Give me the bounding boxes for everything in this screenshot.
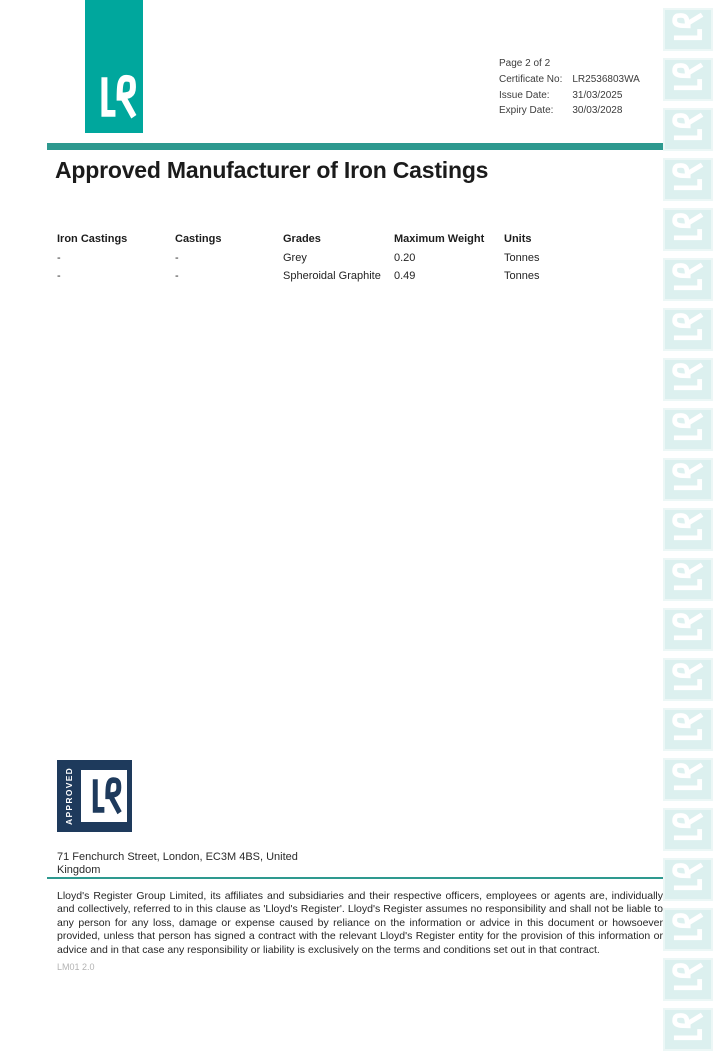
certificate-meta: Page 2 of 2 Certificate No: LR2536803WA …	[499, 58, 640, 117]
watermark-tile	[663, 558, 713, 601]
watermark-tile	[663, 58, 713, 101]
watermark-lr-icon	[670, 262, 707, 298]
watermark-tile	[663, 1008, 713, 1051]
watermark-lr-icon	[670, 712, 707, 748]
expiry-date-value: 30/03/2028	[572, 105, 623, 116]
expiry-date-label: Expiry Date:	[499, 105, 554, 116]
certificate-page: Page 2 of 2 Certificate No: LR2536803WA …	[47, 0, 713, 1051]
watermark-tile	[663, 308, 713, 351]
certificate-no-label: Certificate No:	[499, 74, 563, 85]
watermark-lr-icon	[670, 512, 707, 548]
approved-stamp-logo-box	[81, 770, 127, 822]
office-address: 71 Fenchurch Street, London, EC3M 4BS, U…	[57, 851, 298, 877]
watermark-tile	[663, 508, 713, 551]
table-cell: 0.20	[394, 251, 416, 264]
lr-logo-icon	[92, 71, 138, 123]
table-cell: -	[57, 270, 61, 282]
watermark-tile	[663, 258, 713, 301]
document-code: LM01 2.0	[57, 962, 95, 972]
watermark-lr-icon	[670, 862, 707, 898]
watermark-strip	[663, 8, 713, 1051]
lr-stamp-icon	[85, 774, 123, 818]
watermark-lr-icon	[670, 1012, 707, 1048]
watermark-tile	[663, 358, 713, 401]
table-row: - - Grey 0.20 Tonnes	[57, 252, 617, 265]
watermark-tile	[663, 208, 713, 251]
table-cell: Spheroidal Graphite	[283, 270, 381, 282]
watermark-lr-icon	[670, 312, 707, 348]
watermark-tile	[663, 908, 713, 951]
watermark-lr-icon	[670, 812, 707, 848]
watermark-lr-icon	[670, 162, 707, 198]
watermark-lr-icon	[670, 662, 707, 698]
watermark-tile	[663, 758, 713, 801]
watermark-tile	[663, 158, 713, 201]
address-line: Kingdom	[57, 864, 101, 876]
disclaimer-text: Lloyd's Register Group Limited, its affi…	[57, 890, 663, 956]
watermark-tile	[663, 858, 713, 901]
table-cell: 0.49	[394, 270, 416, 282]
column-header-maximum-weight: Maximum Weight	[394, 233, 485, 245]
castings-table: Iron Castings Castings Grades Maximum We…	[57, 233, 617, 289]
lr-logo	[85, 0, 143, 133]
watermark-lr-icon	[670, 62, 707, 98]
watermark-tile	[663, 808, 713, 851]
certificate-no-value: LR2536803WA	[572, 74, 640, 85]
table-cell: -	[175, 251, 179, 264]
table-cell: Tonnes	[504, 270, 540, 282]
watermark-lr-icon	[670, 762, 707, 798]
watermark-tile	[663, 708, 713, 751]
table-row: - - Spheroidal Graphite 0.49 Tonnes	[57, 270, 617, 283]
table-header-row: Iron Castings Castings Grades Maximum We…	[57, 233, 617, 246]
watermark-lr-icon	[670, 112, 707, 148]
watermark-lr-icon	[670, 962, 707, 998]
header-divider	[47, 143, 663, 150]
column-header-castings: Castings	[175, 233, 222, 245]
watermark-lr-icon	[670, 562, 707, 598]
watermark-lr-icon	[670, 612, 707, 648]
page-title: Approved Manufacturer of Iron Castings	[55, 157, 489, 183]
watermark-tile	[663, 958, 713, 1001]
watermark-tile	[663, 408, 713, 451]
column-header-grades: Grades	[283, 233, 321, 245]
watermark-tile	[663, 108, 713, 151]
watermark-tile	[663, 8, 713, 51]
watermark-tile	[663, 658, 713, 701]
watermark-lr-icon	[670, 362, 707, 398]
issue-date-value: 31/03/2025	[572, 89, 623, 101]
table-cell: -	[57, 251, 61, 264]
footer-divider	[47, 877, 663, 879]
issue-date-label: Issue Date:	[499, 89, 550, 101]
watermark-lr-icon	[670, 212, 707, 248]
address-line: 71 Fenchurch Street, London, EC3M 4BS, U…	[57, 851, 298, 863]
column-header-iron-castings: Iron Castings	[57, 233, 128, 245]
page-number: Page 2 of 2	[499, 58, 551, 69]
watermark-tile	[663, 608, 713, 651]
watermark-lr-icon	[670, 12, 707, 48]
table-cell: Tonnes	[504, 251, 540, 264]
watermark-lr-icon	[670, 912, 707, 948]
watermark-lr-icon	[670, 412, 707, 448]
column-header-units: Units	[504, 233, 532, 245]
approved-stamp-label: APPROVED	[64, 766, 74, 826]
table-cell: Grey	[283, 251, 307, 264]
watermark-tile	[663, 458, 713, 501]
table-cell: -	[175, 270, 179, 282]
approved-stamp: APPROVED	[57, 760, 132, 832]
watermark-lr-icon	[670, 462, 707, 498]
